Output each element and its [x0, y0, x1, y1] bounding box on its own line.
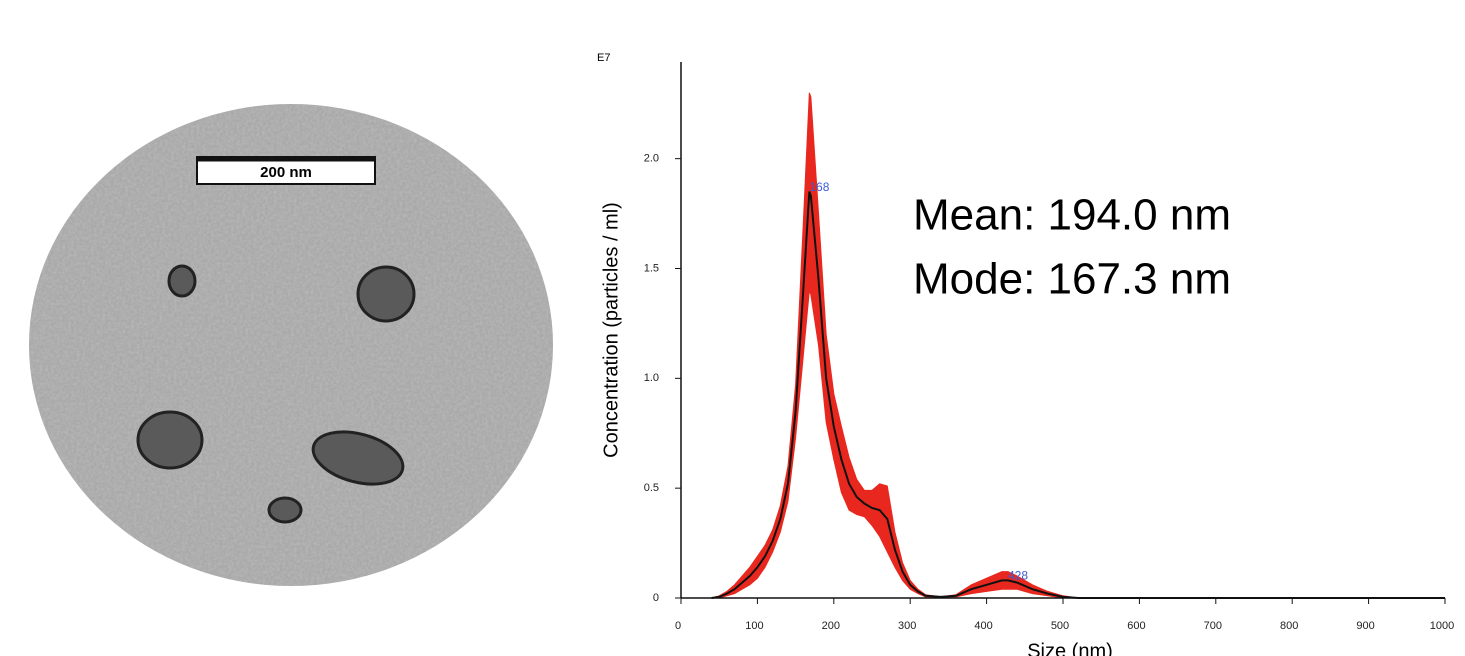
line	[711, 191, 1445, 599]
x-tick-label: 0	[675, 620, 681, 632]
peak-label: 428	[1008, 569, 1028, 583]
annotation: Mean: 194.0 nm	[913, 191, 1231, 240]
y-tick-label: 0.5	[644, 482, 659, 494]
y-tick-label: 2.0	[644, 153, 659, 165]
x-tick-label: 100	[745, 620, 763, 632]
x-tick-label: 400	[974, 620, 992, 632]
y-multiplier: E7	[597, 52, 610, 64]
x-tick-label: 700	[1204, 620, 1222, 632]
y-tick-label: 0	[653, 592, 659, 604]
x-tick-label: 600	[1127, 620, 1145, 632]
micrograph: 200 nm	[29, 104, 553, 586]
x-axis-label: Size (nm)	[1027, 640, 1113, 656]
y-tick-label: 1.0	[644, 372, 659, 384]
x-tick-label: 1000	[1430, 620, 1454, 632]
annotation: Mode: 167.3 nm	[913, 255, 1231, 304]
y-tick-label: 1.5	[644, 262, 659, 274]
y-axis-label: Concentration (particles / ml)	[600, 202, 622, 458]
x-tick-label: 500	[1051, 620, 1069, 632]
error-band	[711, 92, 1445, 599]
chart: E7 Concentration (particles / ml) Size (…	[597, 52, 1454, 656]
peak-label: 168	[809, 180, 829, 194]
scale-bar-label: 200 nm	[260, 164, 312, 181]
x-tick-label: 300	[898, 620, 916, 632]
x-tick-label: 200	[822, 620, 840, 632]
x-tick-label: 900	[1356, 620, 1374, 632]
x-tick-label: 800	[1280, 620, 1298, 632]
